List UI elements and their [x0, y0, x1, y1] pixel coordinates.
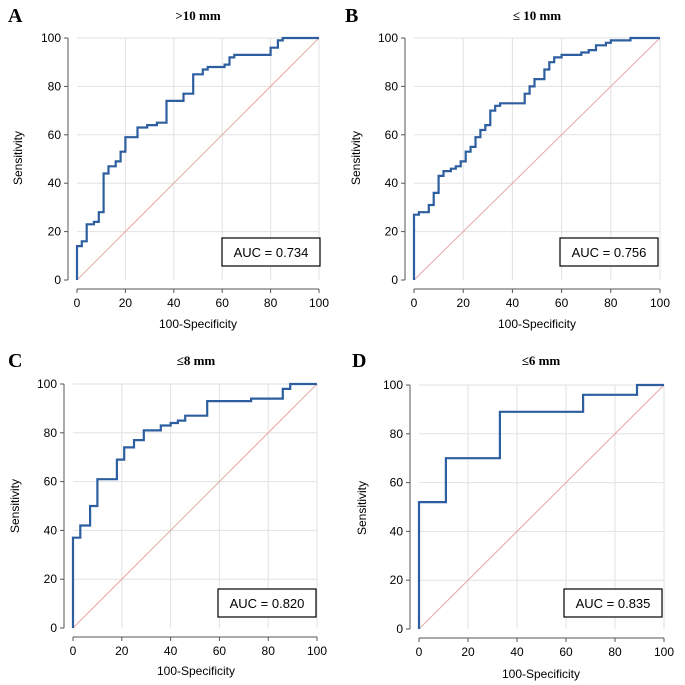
panel-c-plot: 0 20 40 60 80 100 0 20 40 60 80 100 AUC = 0.820 — [37, 377, 327, 658]
panel-d-y-tick-label: 60 — [390, 476, 404, 490]
panel-d-reference-diagonal — [418, 384, 665, 630]
panel-d-x-tick-label: 40 — [510, 645, 524, 659]
panel-d-title: ≤6 mm — [522, 353, 561, 368]
panel-d-x-tick-label: 60 — [559, 645, 573, 659]
panel-c-y-tick-label: 0 — [50, 621, 57, 635]
panel-b-x-tick-label: 60 — [555, 296, 569, 310]
panel-b-x-tick-label: 100 — [650, 296, 670, 310]
panel-b-y-tick-label: 100 — [378, 31, 398, 45]
panel-d-y-tick-label: 0 — [396, 622, 403, 636]
panel-b-y-tick-label: 60 — [385, 128, 399, 142]
panel-b-auc-box — [559, 237, 659, 267]
panel-d-x-tick-label: 0 — [416, 645, 423, 659]
panel-a-auc-box — [221, 237, 321, 267]
panel-d: D ≤6 mm 0 20 40 60 80 100 0 20 40 60 80 100 AUC = 0.… — [352, 350, 674, 681]
panel-b-x-tick-label: 80 — [604, 296, 618, 310]
panel-d-y-tick-label: 40 — [390, 524, 404, 538]
panel-c-auc-box — [217, 588, 317, 618]
panel-a-x-tick-label: 40 — [167, 296, 181, 310]
panel-a-x-tick-label: 20 — [119, 296, 133, 310]
panel-b: B ≤ 10 mm 0 20 40 60 80 100 0 20 40 60 80 100 AUC = … — [345, 5, 670, 331]
panel-c-title: ≤8 mm — [177, 353, 216, 368]
panel-c: C ≤8 mm 0 20 40 60 80 100 0 20 40 60 80 100 AUC = 0.… — [8, 350, 327, 678]
panel-c-x-tick-label: 100 — [307, 644, 327, 658]
panel-c-x-tick-label: 60 — [213, 644, 227, 658]
panel-b-x-tick-label: 0 — [411, 296, 418, 310]
panel-a-plot: 0 20 40 60 80 100 0 20 40 60 80 100 AUC = 0.734 — [41, 31, 329, 310]
panel-a-x-tick-label: 60 — [216, 296, 230, 310]
panel-b-y-tick-label: 40 — [385, 176, 399, 190]
panel-c-x-tick-label: 0 — [70, 644, 77, 658]
panel-d-roc-curve — [417, 383, 664, 629]
panel-c-x-axis-label: 100-Specificity — [157, 664, 235, 678]
panel-b-x-tick-label: 40 — [506, 296, 520, 310]
panel-c-y-tick-label: 100 — [37, 377, 57, 391]
panel-b-title: ≤ 10 mm — [513, 8, 561, 23]
panel-a-y-axis-label: Sensitivity — [11, 131, 25, 185]
panel-c-x-tick-label: 40 — [164, 644, 178, 658]
panel-b-y-tick-label: 80 — [385, 79, 399, 93]
panel-c-roc-curve — [71, 382, 317, 628]
panel-a-x-tick-label: 0 — [74, 296, 81, 310]
panel-c-auc-label: AUC = 0.820 — [230, 596, 305, 611]
panel-d-x-tick-label: 100 — [654, 645, 674, 659]
panel-d-x-tick-label: 80 — [608, 645, 622, 659]
panel-d-y-tick-label: 20 — [390, 573, 404, 587]
panel-a-y-tick-label: 60 — [48, 128, 62, 142]
panel-b-y-tick-label: 0 — [391, 273, 398, 287]
panel-c-y-tick-label: 40 — [44, 523, 58, 537]
panel-a-y-tick-label: 80 — [48, 79, 62, 93]
panel-c-x-tick-label: 80 — [262, 644, 276, 658]
panel-d-auc-box — [563, 588, 663, 618]
panel-a-x-axis-label: 100-Specificity — [159, 317, 237, 331]
panel-b-roc-curve — [412, 36, 660, 280]
panel-a-auc-label: AUC = 0.734 — [234, 245, 309, 260]
panel-d-letter: D — [352, 350, 366, 372]
panel-b-y-axis-label: Sensitivity — [349, 131, 363, 185]
panel-c-reference-diagonal — [72, 383, 318, 629]
panel-a-y-tick-label: 40 — [48, 176, 62, 190]
panel-c-y-axis-label: Sensitivity — [8, 479, 22, 533]
panel-d-auc-label: AUC = 0.835 — [576, 596, 651, 611]
panel-a-roc-curve — [75, 36, 319, 280]
panel-d-x-axis-label: 100-Specificity — [502, 667, 580, 681]
panel-a: A >10 mm 0 20 40 60 80 100 0 20 40 60 80 100 AUC = 0… — [8, 5, 329, 331]
panel-b-auc-label: AUC = 0.756 — [572, 245, 647, 260]
panel-b-reference-diagonal — [413, 37, 661, 281]
panel-a-y-tick-label: 20 — [48, 225, 62, 239]
panel-c-x-tick-label: 20 — [115, 644, 129, 658]
panel-b-y-tick-label: 20 — [385, 225, 399, 239]
panel-a-y-tick-label: 100 — [41, 31, 61, 45]
panel-a-y-tick-label: 0 — [54, 273, 61, 287]
panel-b-x-tick-label: 20 — [457, 296, 471, 310]
panel-a-x-tick-label: 80 — [264, 296, 278, 310]
panel-c-y-tick-label: 60 — [44, 475, 58, 489]
panel-c-y-tick-label: 20 — [44, 572, 58, 586]
panel-a-title: >10 mm — [175, 8, 220, 23]
panel-c-y-tick-label: 80 — [44, 426, 58, 440]
panel-d-y-tick-label: 100 — [383, 378, 403, 392]
panel-c-letter: C — [8, 350, 22, 372]
panel-d-y-tick-label: 80 — [390, 427, 404, 441]
panel-d-plot: 0 20 40 60 80 100 0 20 40 60 80 100 AUC = 0.835 — [383, 378, 674, 659]
panel-a-letter: A — [8, 5, 23, 27]
panel-a-x-tick-label: 100 — [309, 296, 329, 310]
panel-a-reference-diagonal — [76, 37, 320, 281]
panel-b-letter: B — [345, 5, 358, 27]
panel-b-x-axis-label: 100-Specificity — [498, 317, 576, 331]
panel-b-plot: 0 20 40 60 80 100 0 20 40 60 80 100 AUC = 0.756 — [378, 31, 670, 310]
panel-d-y-axis-label: Sensitivity — [355, 481, 369, 535]
panel-d-x-tick-label: 20 — [461, 645, 475, 659]
